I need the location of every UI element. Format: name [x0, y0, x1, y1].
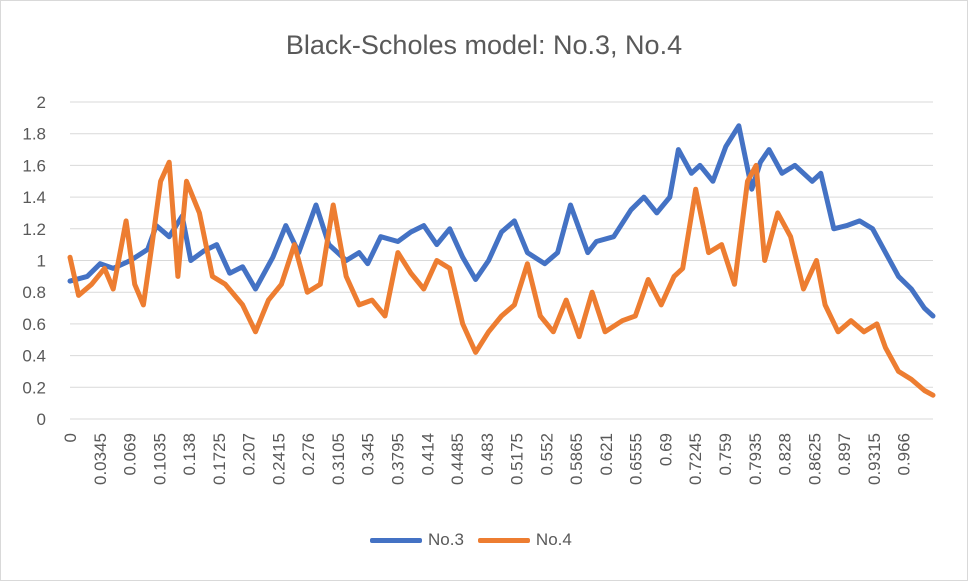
y-tick-label-9: 1.8 — [22, 125, 46, 144]
series-line-no4 — [67, 159, 936, 398]
x-tick-label-25: 0.8625 — [805, 433, 824, 485]
y-tick-label-4: 0.8 — [22, 283, 46, 302]
y-tick-label-3: 0.6 — [22, 315, 46, 334]
chart-legend: No.3 No.4 — [370, 530, 586, 550]
legend-label-no4: No.4 — [535, 530, 572, 549]
legend-label-no3: No.3 — [428, 530, 464, 549]
x-tick-label-11: 0.3795 — [389, 433, 408, 485]
x-tick-label-26: 0.897 — [835, 433, 854, 476]
x-tick-label-28: 0.966 — [895, 433, 914, 476]
x-tick-label-18: 0.621 — [597, 433, 616, 476]
x-tick-label-4: 0.138 — [180, 433, 199, 476]
x-tick-label-6: 0.207 — [240, 433, 259, 476]
y-tick-label-7: 1.4 — [22, 188, 46, 207]
y-tick-label-0: 0 — [37, 410, 46, 429]
y-tick-label-6: 1.2 — [22, 220, 46, 239]
legend-swatch-no4 — [477, 537, 530, 543]
x-tick-label-8: 0.276 — [299, 433, 318, 476]
x-tick-label-17: 0.5865 — [567, 433, 586, 485]
x-tick-label-19: 0.6555 — [627, 433, 646, 485]
x-tick-label-23: 0.7935 — [746, 433, 765, 485]
x-tick-label-14: 0.483 — [478, 433, 497, 476]
x-tick-label-2: 0.069 — [121, 433, 140, 476]
x-tick-label-1: 0.0345 — [91, 433, 110, 485]
x-tick-label-13: 0.4485 — [448, 433, 467, 485]
x-tick-label-5: 0.1725 — [210, 433, 229, 485]
legend-item-no3: No.3 — [370, 530, 464, 550]
x-tick-label-15: 0.5175 — [508, 433, 527, 485]
y-tick-label-1: 0.2 — [22, 378, 46, 397]
chart-title: Black-Scholes model: No.3, No.4 — [285, 30, 683, 60]
x-tick-label-7: 0.2415 — [269, 433, 288, 485]
x-tick-label-3: 0.1035 — [150, 433, 169, 485]
x-tick-label-12: 0.414 — [418, 433, 437, 476]
x-tick-label-27: 0.9315 — [865, 433, 884, 485]
series-line-no3 — [67, 123, 936, 319]
legend-swatch-no3 — [370, 537, 422, 543]
x-tick-label-21: 0.7245 — [686, 433, 705, 485]
x-tick-label-9: 0.3105 — [329, 433, 348, 485]
legend-item-no4: No.4 — [477, 530, 572, 550]
y-tick-label-5: 1 — [37, 252, 46, 271]
y-tick-label-10: 2 — [37, 93, 46, 112]
x-tick-label-0: 0 — [61, 433, 80, 442]
x-tick-label-10: 0.345 — [359, 433, 378, 476]
x-tick-label-24: 0.828 — [776, 433, 795, 476]
y-tick-label-2: 0.4 — [22, 347, 46, 366]
x-tick-label-16: 0.552 — [537, 433, 556, 476]
y-tick-label-8: 1.6 — [22, 156, 46, 175]
x-tick-label-20: 0.69 — [656, 433, 675, 466]
x-tick-label-22: 0.759 — [716, 433, 735, 476]
